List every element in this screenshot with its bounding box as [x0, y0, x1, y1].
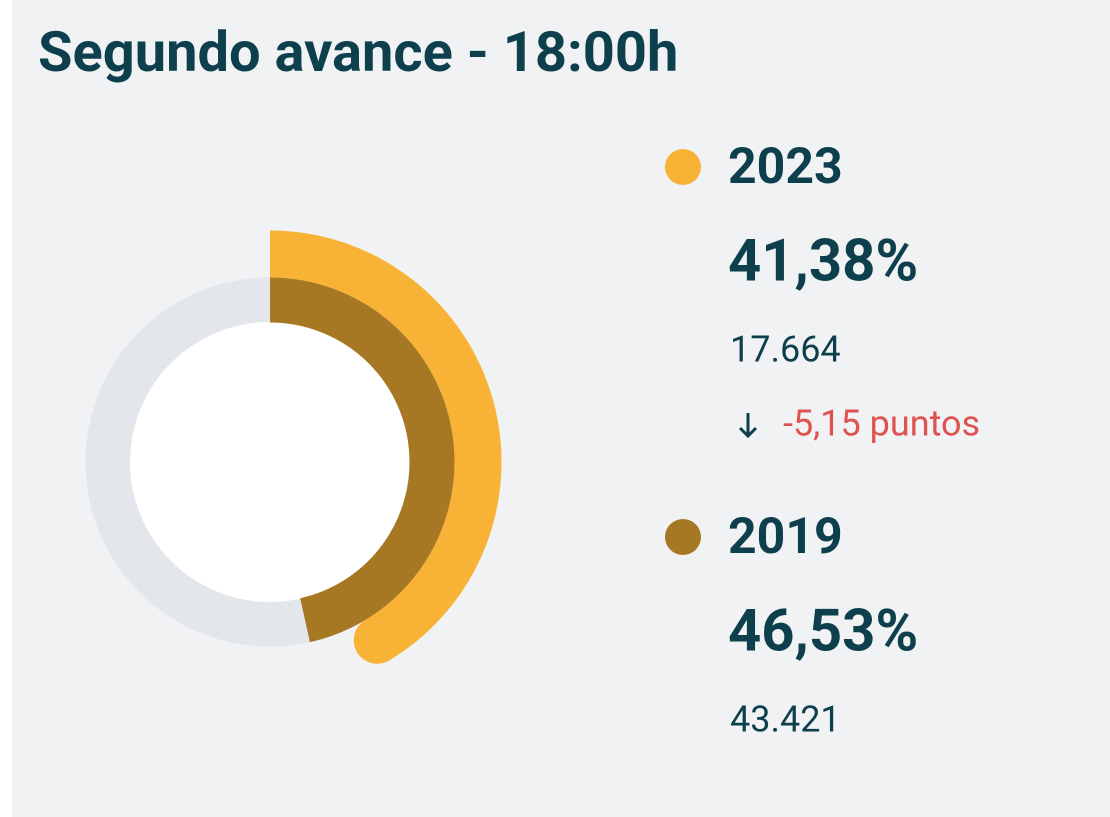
value-label: 41,38%	[728, 227, 918, 295]
count: 43.421	[730, 699, 841, 741]
value-label: 46,53%	[728, 597, 918, 665]
count: 17.664	[730, 329, 841, 371]
legend-name: 2023	[728, 138, 843, 196]
legend-dot	[665, 519, 701, 555]
arc	[269, 277, 455, 643]
arc	[269, 230, 502, 661]
change: -5,15 puntos	[783, 403, 980, 445]
chart-title: Segundo avance - 18:00h	[38, 19, 678, 85]
arc-cap	[353, 616, 401, 664]
ring-center	[130, 322, 410, 602]
legend-dot	[665, 149, 701, 185]
legend-name: 2019	[728, 508, 843, 566]
down-arrow	[738, 413, 758, 439]
